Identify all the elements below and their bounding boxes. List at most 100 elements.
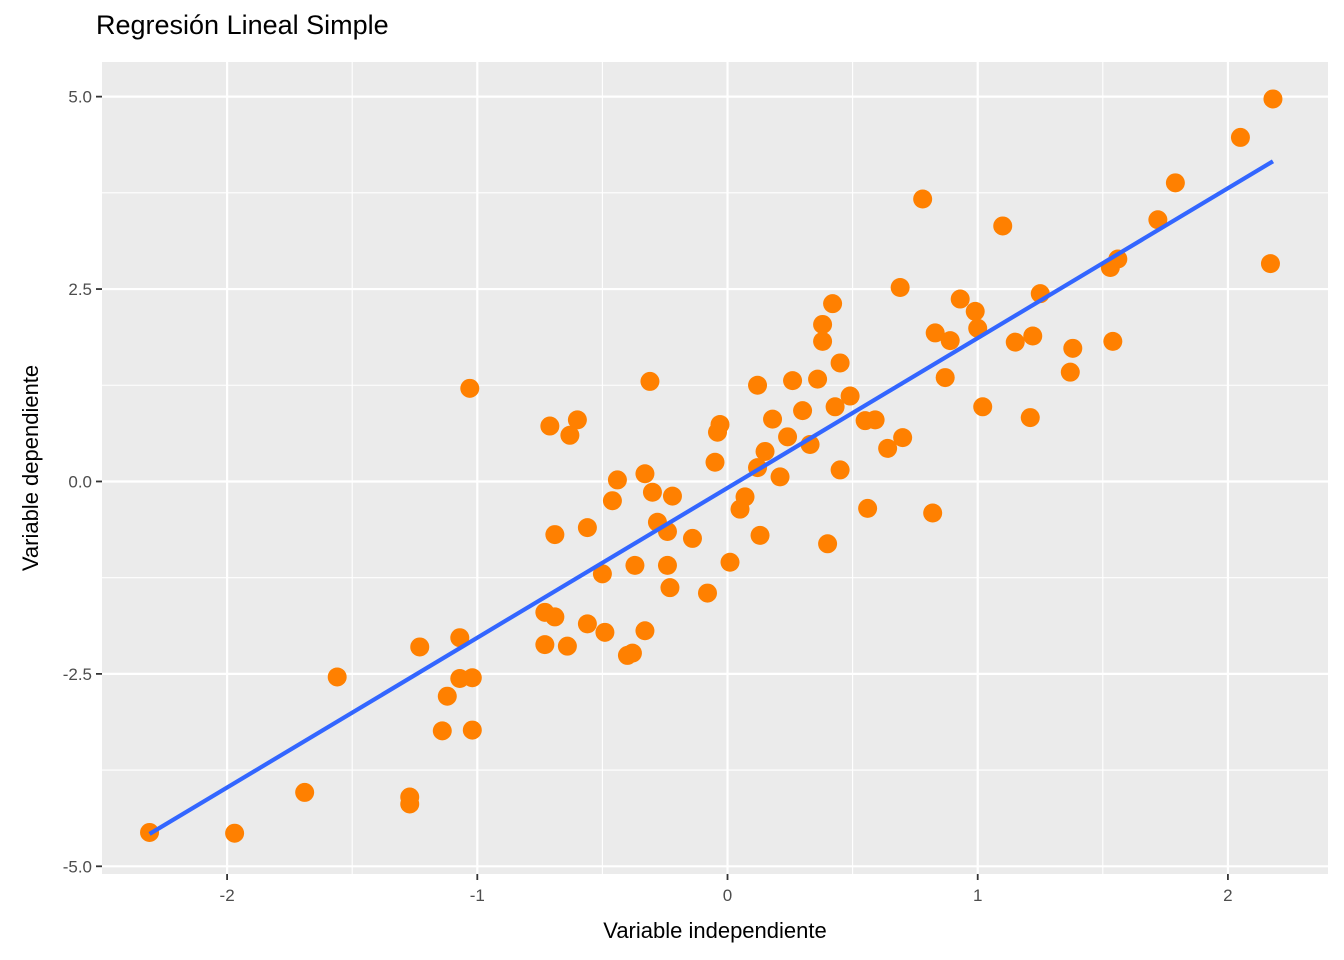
data-point	[973, 397, 993, 417]
data-point	[592, 564, 612, 584]
data-point	[830, 460, 850, 480]
data-point	[635, 464, 655, 484]
data-point	[778, 427, 798, 447]
y-tick-label: -2.5	[63, 665, 92, 684]
data-point	[577, 614, 597, 634]
data-point	[437, 686, 457, 706]
data-point	[1263, 89, 1283, 109]
data-point	[1103, 331, 1123, 351]
data-point	[295, 782, 315, 802]
data-point	[642, 482, 662, 502]
data-point	[840, 386, 860, 406]
x-tick-label: -1	[470, 886, 485, 905]
data-point	[825, 397, 845, 417]
data-point	[708, 422, 728, 442]
chart-title: Regresión Lineal Simple	[96, 10, 389, 40]
data-point	[808, 369, 828, 389]
data-point	[567, 410, 587, 430]
data-point	[830, 353, 850, 373]
data-point	[545, 525, 565, 545]
data-point	[855, 411, 875, 431]
data-point	[640, 371, 660, 391]
data-point	[750, 525, 770, 545]
minor-gridlines	[102, 62, 1328, 874]
data-point	[450, 669, 470, 689]
y-tick-label: 0.0	[68, 472, 92, 491]
data-point	[913, 189, 933, 209]
data-point	[890, 278, 910, 298]
data-point	[1260, 254, 1280, 274]
data-point	[818, 534, 838, 554]
x-tick-label: 0	[723, 886, 732, 905]
data-point	[1165, 173, 1185, 193]
y-axis-tick-labels: -5.0 -2.5 0.0 2.5 5.0	[63, 88, 92, 877]
data-point	[893, 428, 913, 448]
data-point	[602, 491, 622, 511]
regression-line-group	[148, 159, 1275, 836]
data-point	[730, 499, 750, 519]
data-point	[535, 635, 555, 655]
data-point	[763, 409, 783, 429]
data-point	[770, 467, 790, 487]
data-point	[935, 368, 955, 388]
y-tick-label: -5.0	[63, 857, 92, 876]
data-point	[657, 555, 677, 575]
data-point	[950, 289, 970, 309]
x-axis-tick-labels: -2 -1 0 1 2	[220, 886, 1233, 905]
data-point	[450, 628, 470, 648]
data-point	[697, 583, 717, 603]
data-point	[748, 375, 768, 395]
regression-line	[148, 159, 1275, 836]
data-point	[813, 314, 833, 334]
data-point	[607, 470, 627, 490]
data-point	[557, 636, 577, 656]
data-point	[595, 622, 615, 642]
data-point	[858, 498, 878, 518]
data-point	[577, 518, 597, 538]
major-gridlines	[102, 62, 1328, 874]
data-point	[925, 323, 945, 343]
data-point	[682, 528, 702, 548]
data-point	[540, 416, 560, 436]
data-point	[1020, 408, 1040, 428]
data-point	[432, 721, 452, 741]
data-point	[635, 621, 655, 641]
data-point	[1063, 338, 1083, 358]
data-point	[1005, 332, 1025, 352]
data-point	[460, 378, 480, 398]
data-point	[660, 578, 680, 598]
axis-ticks	[96, 95, 1229, 880]
x-tick-label: 1	[973, 886, 982, 905]
y-tick-label: 2.5	[68, 280, 92, 299]
data-point	[813, 331, 833, 351]
data-point	[993, 216, 1013, 236]
data-point	[410, 637, 430, 657]
data-point	[662, 486, 682, 506]
data-point	[783, 371, 803, 391]
x-tick-label: -2	[220, 886, 235, 905]
data-point	[1023, 326, 1043, 346]
data-point	[625, 555, 645, 575]
data-point	[755, 441, 775, 461]
data-point	[400, 794, 420, 814]
data-point	[462, 720, 482, 740]
data-point	[940, 331, 960, 351]
data-point	[923, 503, 943, 523]
x-tick-label: 2	[1223, 886, 1232, 905]
x-axis-title: Variable independiente	[603, 918, 826, 943]
data-point	[878, 438, 898, 458]
data-point	[823, 294, 843, 314]
data-point	[965, 301, 985, 321]
data-point	[1060, 362, 1080, 382]
data-point	[793, 401, 813, 421]
data-point	[720, 552, 740, 572]
data-point	[327, 667, 347, 687]
data-points	[140, 89, 1283, 843]
data-point	[705, 452, 725, 472]
data-point	[535, 602, 555, 622]
y-tick-label: 5.0	[68, 88, 92, 107]
y-axis-title: Variable dependiente	[18, 365, 43, 571]
data-point	[617, 645, 637, 665]
data-point	[560, 425, 580, 445]
